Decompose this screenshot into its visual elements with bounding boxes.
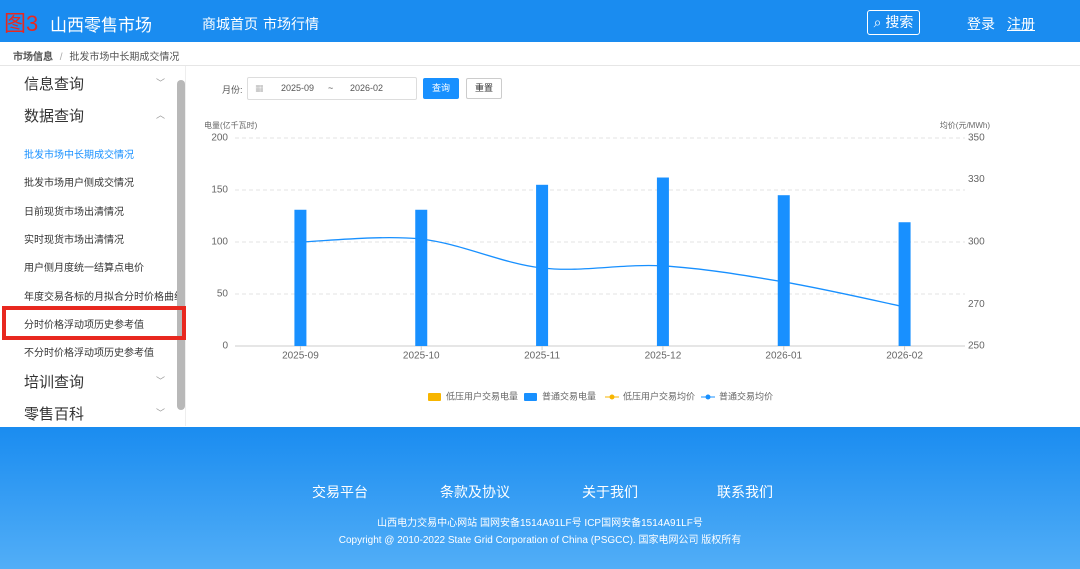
legend-label[interactable]: 普通交易电量 bbox=[542, 390, 596, 401]
menu-item[interactable]: 年度交易各标的月拟合分时价格曲线 bbox=[24, 291, 184, 303]
chevron: ︿ bbox=[156, 110, 166, 120]
menu-group[interactable]: 培训查询 bbox=[24, 374, 85, 391]
chevron: ﹀ bbox=[156, 408, 166, 418]
menu-group[interactable]: 零售百科 bbox=[24, 406, 85, 423]
line bbox=[300, 236, 905, 308]
badge: 图3 bbox=[4, 11, 39, 36]
y2-tick-label: 270 bbox=[968, 299, 985, 310]
date-range[interactable] bbox=[247, 77, 417, 100]
chart: 电量(亿千瓦时) 均价(元/MWh) 0 50 100 150 200 250 270 300 33… bbox=[204, 120, 991, 401]
bar bbox=[415, 209, 428, 346]
nav-link[interactable]: 市场行情 bbox=[263, 16, 319, 32]
footer-text: 山西电力交易中心网站 国网安备1514A91LF号 ICP国网安备1514A91… bbox=[377, 518, 703, 529]
menu-item[interactable]: 分时价格浮动项历史参考值 bbox=[24, 319, 144, 331]
chevron: ﹀ bbox=[156, 78, 166, 88]
crumb-sep: / bbox=[59, 52, 63, 63]
legend-swatch bbox=[524, 393, 537, 401]
menu-group[interactable]: 数据查询 bbox=[24, 108, 85, 125]
footer-link[interactable]: 关于我们 bbox=[582, 484, 638, 500]
x-tick-label: 2025-10 bbox=[403, 351, 440, 362]
y-tick-label: 150 bbox=[211, 185, 228, 196]
sidebar: 信息查询 ﹀ 数据查询 ︿ 批发市场中长期成交情况 批发市场用户侧成交情况 日前现货… bbox=[0, 66, 186, 426]
y2-tick-label: 350 bbox=[968, 133, 985, 144]
y-tick-label: 0 bbox=[222, 341, 228, 352]
menu-item[interactable]: 批发市场中长期成交情况 bbox=[24, 150, 134, 161]
chevron: ﹀ bbox=[156, 376, 166, 386]
x-tick-label: 2025-12 bbox=[645, 351, 682, 362]
legend-swatch bbox=[705, 394, 711, 400]
footer-text: Copyright @ 2010-2022 State Grid Corpora… bbox=[338, 535, 742, 546]
y2-tick-label: 330 bbox=[968, 174, 985, 185]
menu-item[interactable]: 用户侧月度统一结算点电价 bbox=[24, 263, 144, 275]
header: 图3 山西零售市场 商城首页 市场行情 ⌕ 搜索 登录 注册 bbox=[0, 0, 1080, 42]
date-end: 2026-02 bbox=[350, 83, 384, 93]
login-link[interactable]: 登录 bbox=[967, 16, 995, 32]
crumb[interactable]: 市场信息 bbox=[13, 52, 53, 63]
y-tick-label: 50 bbox=[217, 289, 229, 300]
menu-group[interactable]: 信息查询 bbox=[24, 76, 85, 93]
y2-tick-label: 250 bbox=[968, 341, 985, 352]
reset-button[interactable]: 重置 bbox=[466, 78, 502, 99]
menu-item[interactable]: 实时现货市场出清情况 bbox=[24, 234, 124, 246]
footer-link[interactable]: 交易平台 bbox=[312, 484, 368, 500]
legend-swatch bbox=[428, 393, 441, 401]
menu-item[interactable]: 批发市场用户侧成交情况 bbox=[24, 178, 134, 190]
bar bbox=[656, 177, 669, 346]
legend-swatch bbox=[609, 394, 615, 400]
scrollbar[interactable] bbox=[177, 80, 185, 410]
bar bbox=[294, 209, 307, 346]
y-tick-label: 200 bbox=[211, 133, 228, 144]
bar bbox=[898, 222, 911, 346]
calendar-icon: ▦ bbox=[255, 83, 264, 93]
legend-label[interactable]: 普通交易均价 bbox=[719, 390, 773, 401]
footer-link[interactable]: 联系我们 bbox=[717, 484, 773, 500]
legend-label[interactable]: 低压用户交易均价 bbox=[623, 390, 695, 401]
x-tick-label: 2025-09 bbox=[282, 351, 319, 362]
x-tick-label: 2026-01 bbox=[765, 351, 802, 362]
crumb: 批发市场中长期成交情况 bbox=[69, 52, 180, 63]
search-label: 搜索 bbox=[885, 14, 914, 30]
nav-link[interactable]: 商城首页 bbox=[202, 16, 258, 32]
legend-label[interactable]: 低压用户交易电量 bbox=[446, 390, 518, 401]
x-tick-label: 2025-11 bbox=[524, 351, 560, 362]
filter-label: 月份: bbox=[222, 85, 243, 95]
breadcrumb: 市场信息 / 批发市场中长期成交情况 bbox=[0, 42, 1080, 66]
date-sep: ~ bbox=[328, 83, 334, 93]
menu-item[interactable]: 日前现货市场出清情况 bbox=[24, 206, 124, 218]
y2-axis-label: 均价(元/MWh) bbox=[940, 120, 991, 130]
menu-item[interactable]: 不分时价格浮动项历史参考值 bbox=[24, 348, 154, 360]
register-link[interactable]: 注册 bbox=[1007, 16, 1035, 32]
site-title[interactable]: 山西零售市场 bbox=[50, 16, 152, 35]
y-tick-label: 100 bbox=[211, 237, 228, 248]
y-axis-label: 电量(亿千瓦时) bbox=[204, 120, 258, 130]
bar bbox=[536, 184, 549, 346]
x-tick-label: 2026-02 bbox=[886, 351, 923, 362]
search-button[interactable]: ⌕ 搜索 bbox=[867, 10, 920, 35]
bar bbox=[777, 195, 790, 346]
date-start: 2025-09 bbox=[281, 83, 315, 93]
y2-tick-label: 300 bbox=[968, 237, 985, 248]
footer: 交易平台 条款及协议 关于我们 联系我们 山西电力交易中心网站 国网安备1514… bbox=[0, 427, 1080, 569]
footer-link[interactable]: 条款及协议 bbox=[440, 484, 510, 500]
highlight-box bbox=[2, 306, 186, 340]
query-button[interactable]: 查询 bbox=[423, 78, 459, 99]
